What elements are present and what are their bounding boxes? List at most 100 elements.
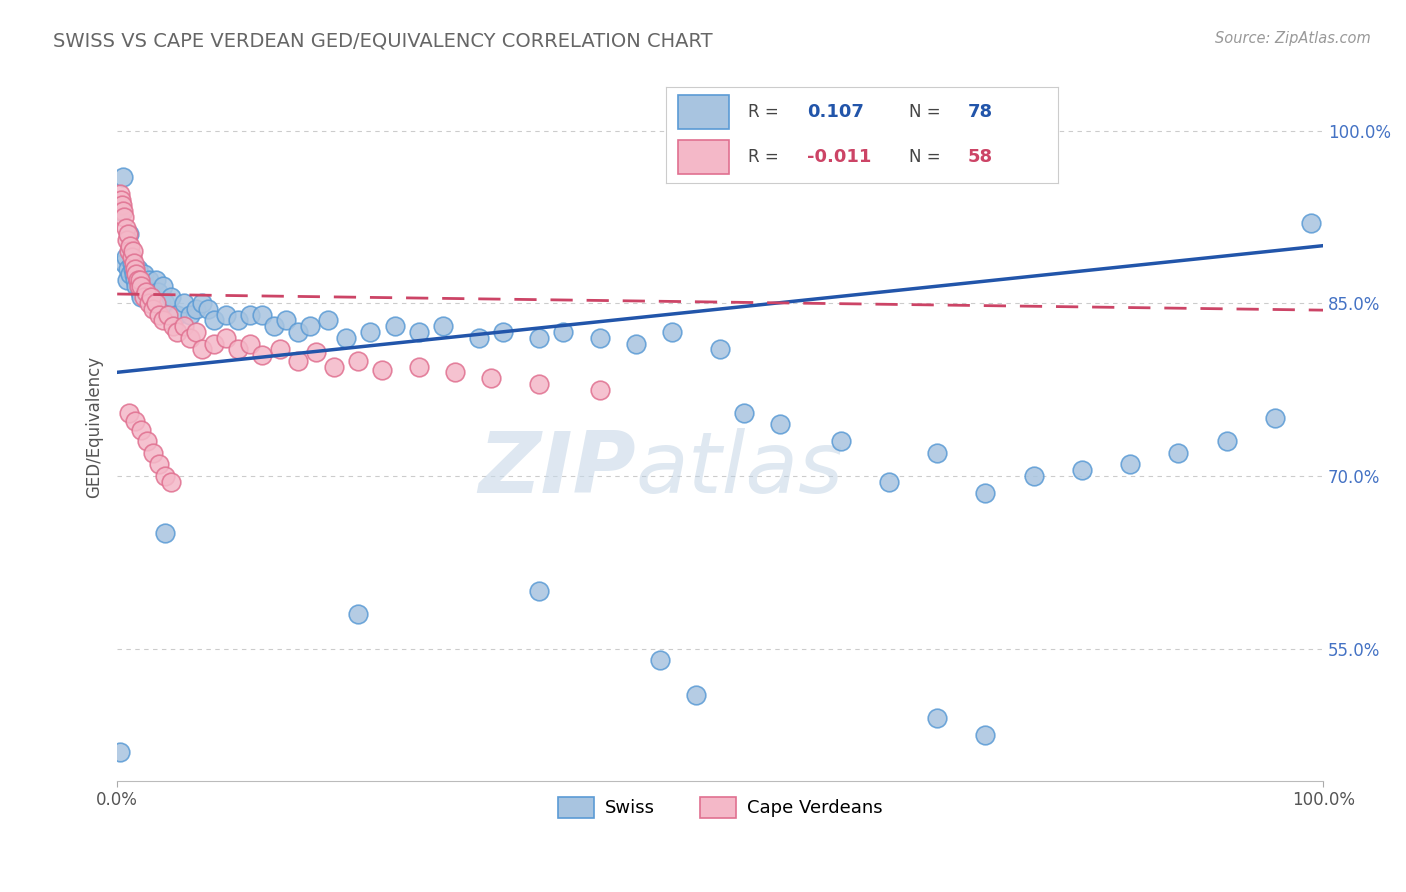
Point (239, 336, 262, 351)
Point (250, 348, 273, 362)
Point (118, 406, 141, 420)
Point (709, 343, 731, 357)
Point (142, 301, 165, 316)
Point (118, 244, 141, 259)
Point (1299, 216, 1322, 230)
Point (108, 186, 131, 201)
Point (115, 273, 138, 287)
Point (179, 331, 201, 345)
Point (179, 308, 201, 322)
Point (287, 353, 309, 368)
Point (202, 336, 225, 351)
Point (166, 325, 188, 339)
Text: Source: ZipAtlas.com: Source: ZipAtlas.com (1215, 31, 1371, 46)
Point (110, 204, 132, 219)
Point (166, 308, 188, 322)
Point (1071, 463, 1094, 477)
Point (112, 204, 135, 219)
Point (588, 383, 610, 397)
Point (648, 653, 671, 667)
Point (316, 313, 339, 327)
Point (121, 250, 143, 264)
Point (408, 325, 430, 339)
Point (124, 261, 146, 276)
Point (125, 279, 148, 293)
Point (112, 210, 135, 224)
Point (112, 169, 135, 184)
Point (173, 319, 195, 334)
Point (122, 256, 145, 270)
Point (121, 261, 143, 276)
Point (305, 344, 328, 359)
Point (108, 745, 131, 759)
Point (155, 296, 177, 310)
Point (588, 331, 610, 345)
Point (226, 343, 249, 357)
Point (347, 353, 370, 368)
Point (117, 261, 139, 276)
Point (135, 285, 157, 299)
Point (190, 296, 212, 310)
Point (120, 238, 142, 252)
Point (148, 285, 170, 299)
Point (156, 308, 179, 322)
Point (152, 279, 174, 293)
Point (239, 308, 262, 322)
Point (128, 273, 150, 287)
Point (479, 371, 502, 385)
Point (142, 290, 165, 304)
Point (1119, 458, 1142, 472)
Point (274, 313, 297, 327)
Point (371, 363, 394, 377)
Text: ZIP: ZIP (478, 428, 636, 511)
Point (120, 268, 142, 282)
Point (529, 376, 551, 391)
Point (529, 331, 551, 345)
Legend: Swiss, Cape Verdeans: Swiss, Cape Verdeans (551, 789, 890, 825)
Point (117, 227, 139, 242)
Point (287, 325, 309, 339)
Y-axis label: GED/Equivalency: GED/Equivalency (86, 356, 103, 498)
Point (269, 343, 291, 357)
Point (135, 279, 157, 293)
Point (115, 233, 138, 247)
Point (529, 584, 551, 599)
Point (335, 331, 357, 345)
Point (138, 296, 160, 310)
Point (323, 359, 346, 374)
Point (145, 273, 167, 287)
Point (152, 313, 174, 327)
Point (733, 406, 755, 420)
Point (148, 458, 170, 472)
Point (830, 434, 852, 449)
Point (118, 227, 141, 242)
Point (127, 273, 149, 287)
Point (131, 290, 153, 304)
Point (492, 325, 515, 339)
Point (359, 325, 381, 339)
Point (927, 446, 949, 460)
Point (685, 688, 707, 702)
Point (124, 273, 146, 287)
Text: SWISS VS CAPE VERDEAN GED/EQUIVALENCY CORRELATION CHART: SWISS VS CAPE VERDEAN GED/EQUIVALENCY CO… (53, 31, 713, 50)
Point (927, 711, 949, 725)
Point (145, 296, 167, 310)
Point (215, 331, 238, 345)
Point (173, 296, 195, 310)
Point (444, 365, 467, 379)
Point (1167, 446, 1189, 460)
Point (121, 256, 143, 270)
Point (160, 290, 183, 304)
Point (1022, 469, 1045, 483)
Point (432, 319, 454, 334)
Point (129, 273, 152, 287)
Point (138, 273, 160, 287)
Point (124, 414, 146, 428)
Point (226, 313, 249, 327)
Point (974, 486, 997, 500)
Point (132, 290, 155, 304)
Point (125, 268, 148, 282)
Point (624, 336, 647, 351)
Point (263, 319, 285, 334)
Point (160, 475, 183, 489)
